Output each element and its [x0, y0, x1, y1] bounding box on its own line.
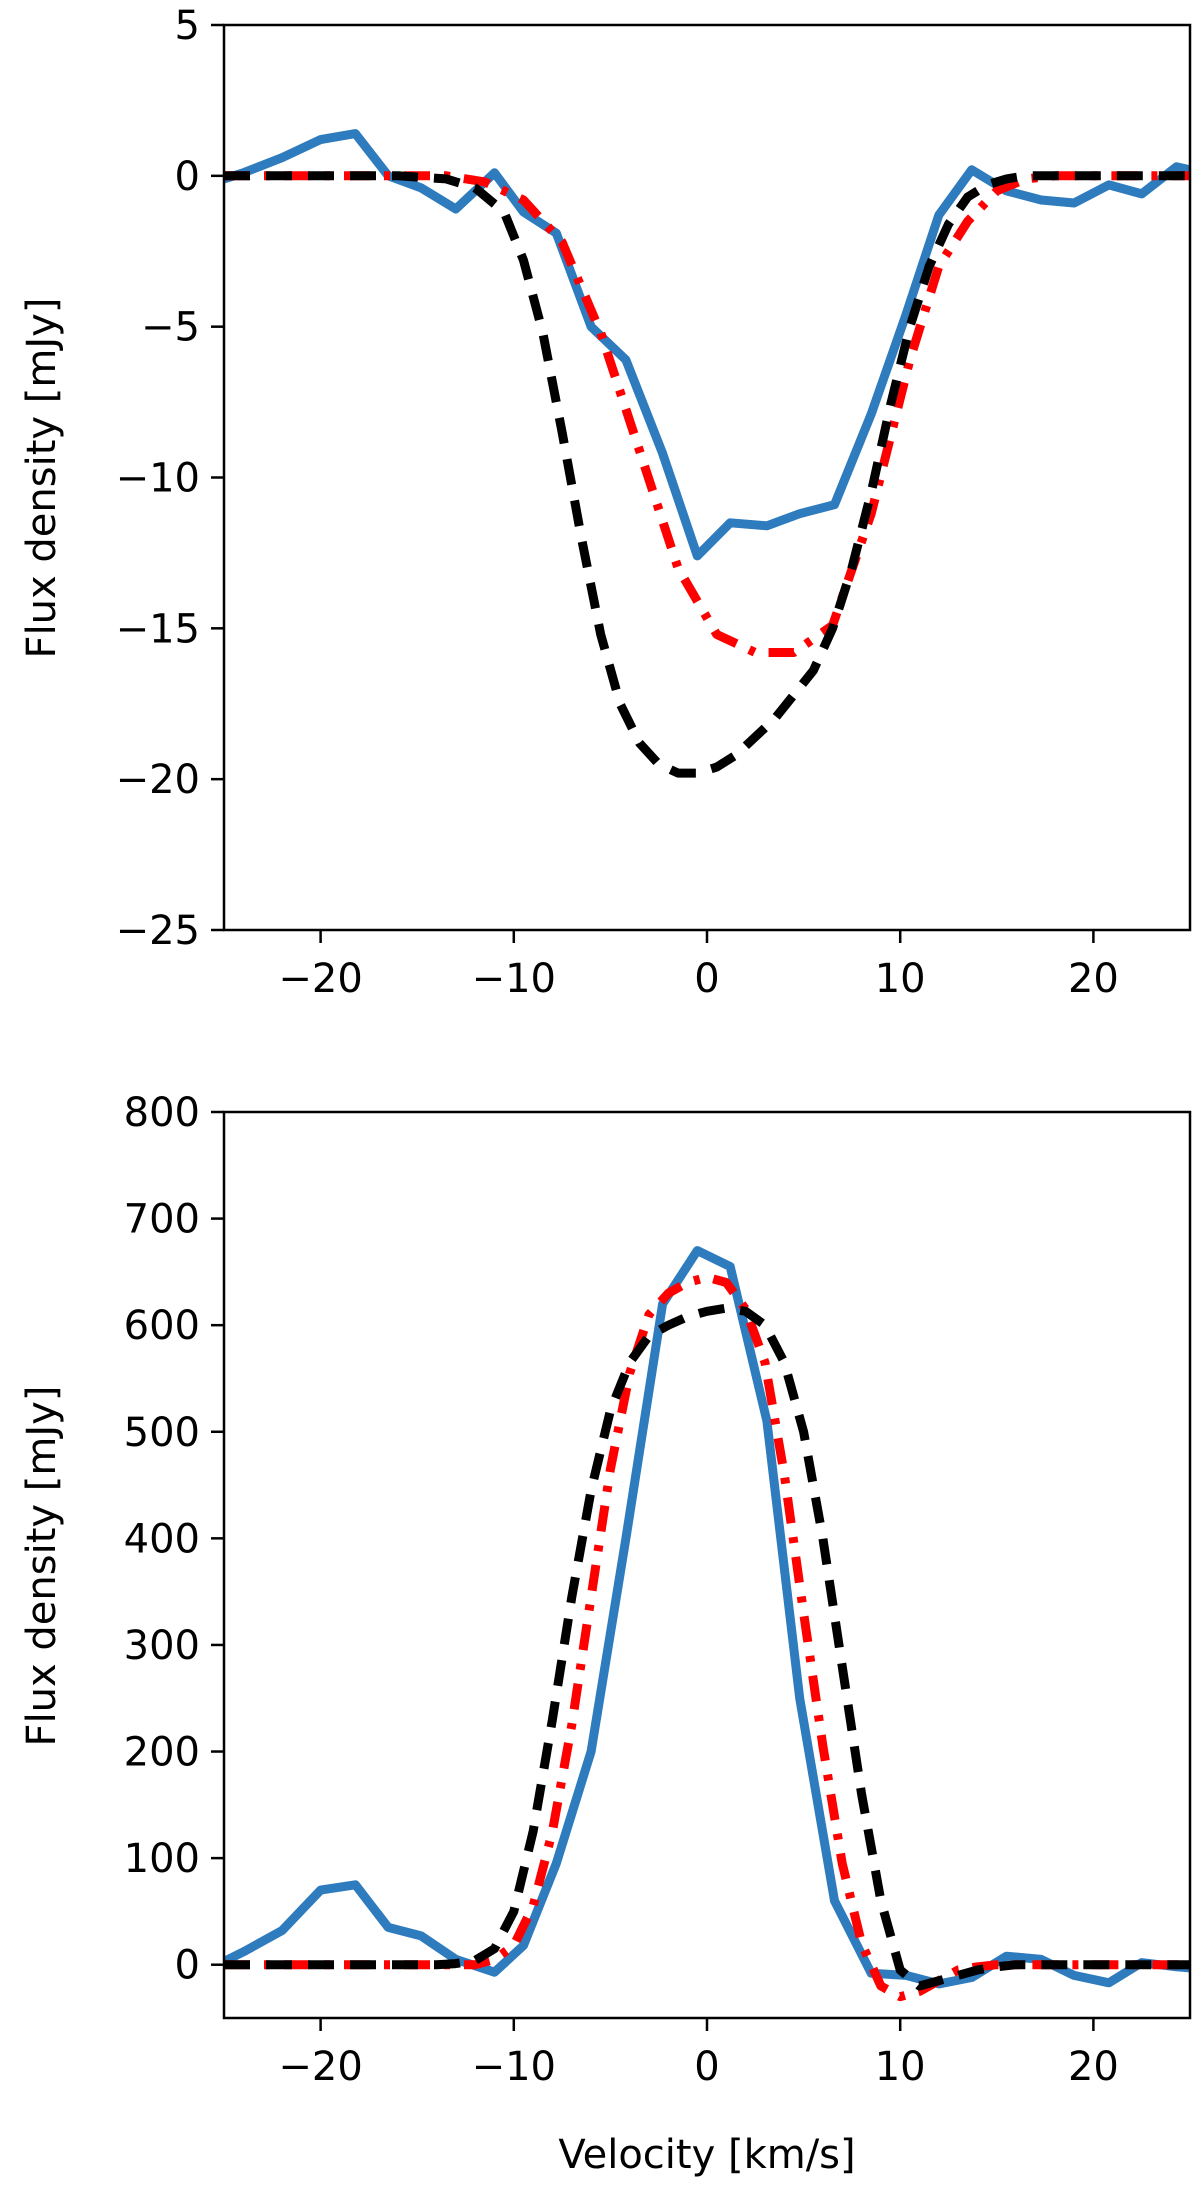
x-axis-label: Velocity [km/s] [558, 2132, 855, 2178]
y-tick-label: 800 [124, 1090, 200, 1136]
y-tick-label: 0 [175, 1943, 200, 1989]
series-line-solid [224, 129, 1190, 561]
y-tick-label: 700 [124, 1197, 200, 1243]
x-tick-label: 20 [1068, 956, 1119, 1002]
x-tick-label: 10 [875, 2044, 926, 2090]
y-tick-label: 300 [124, 1623, 200, 1669]
y-tick-label: −10 [116, 456, 200, 502]
y-tick-label: 600 [124, 1303, 200, 1349]
x-tick-label: −20 [278, 956, 362, 1002]
y-tick-label: 400 [124, 1516, 200, 1562]
series-line-solid [224, 1246, 1190, 1989]
y-tick-label: 0 [175, 154, 200, 200]
axes-frame [222, 1110, 1192, 2020]
y-tick-label: 200 [124, 1730, 200, 1776]
y-tick-label: 500 [124, 1410, 200, 1456]
series-line-dashed [224, 1303, 1190, 1991]
x-tick-label: 20 [1068, 2044, 1119, 2090]
x-tick-label: 0 [694, 2044, 719, 2090]
y-tick-label: −25 [116, 908, 200, 954]
y-tick-label: 5 [175, 3, 200, 49]
x-tick-label: −10 [472, 2044, 556, 2090]
y-axis-label: Flux density [mJy] [19, 298, 65, 659]
y-axis-label: Flux density [mJy] [19, 1386, 65, 1747]
x-tick-label: 10 [875, 956, 926, 1002]
x-tick-label: −20 [278, 2044, 362, 2090]
top-panel: −20 −10 0 10 20 −25 −20 −15 −10 −5 0 5 Flux density … [19, 3, 1192, 1002]
axes-frame [222, 23, 1192, 932]
y-tick-label: 100 [124, 1836, 200, 1882]
y-tick-label: −15 [116, 606, 200, 652]
x-tick-label: 0 [694, 956, 719, 1002]
bottom-panel: −20 −10 0 10 200100200300400500600700800Flux… [19, 1090, 1192, 2178]
series-line-dashdot [224, 1272, 1190, 2002]
series-group [224, 129, 1190, 778]
x-tick-label: −10 [472, 956, 556, 1002]
series-line-dashdot [224, 171, 1190, 657]
series-line-dashed [224, 171, 1190, 778]
series-group [224, 1246, 1190, 2002]
y-tick-label: −20 [116, 757, 200, 803]
y-tick-label: −5 [141, 305, 200, 351]
